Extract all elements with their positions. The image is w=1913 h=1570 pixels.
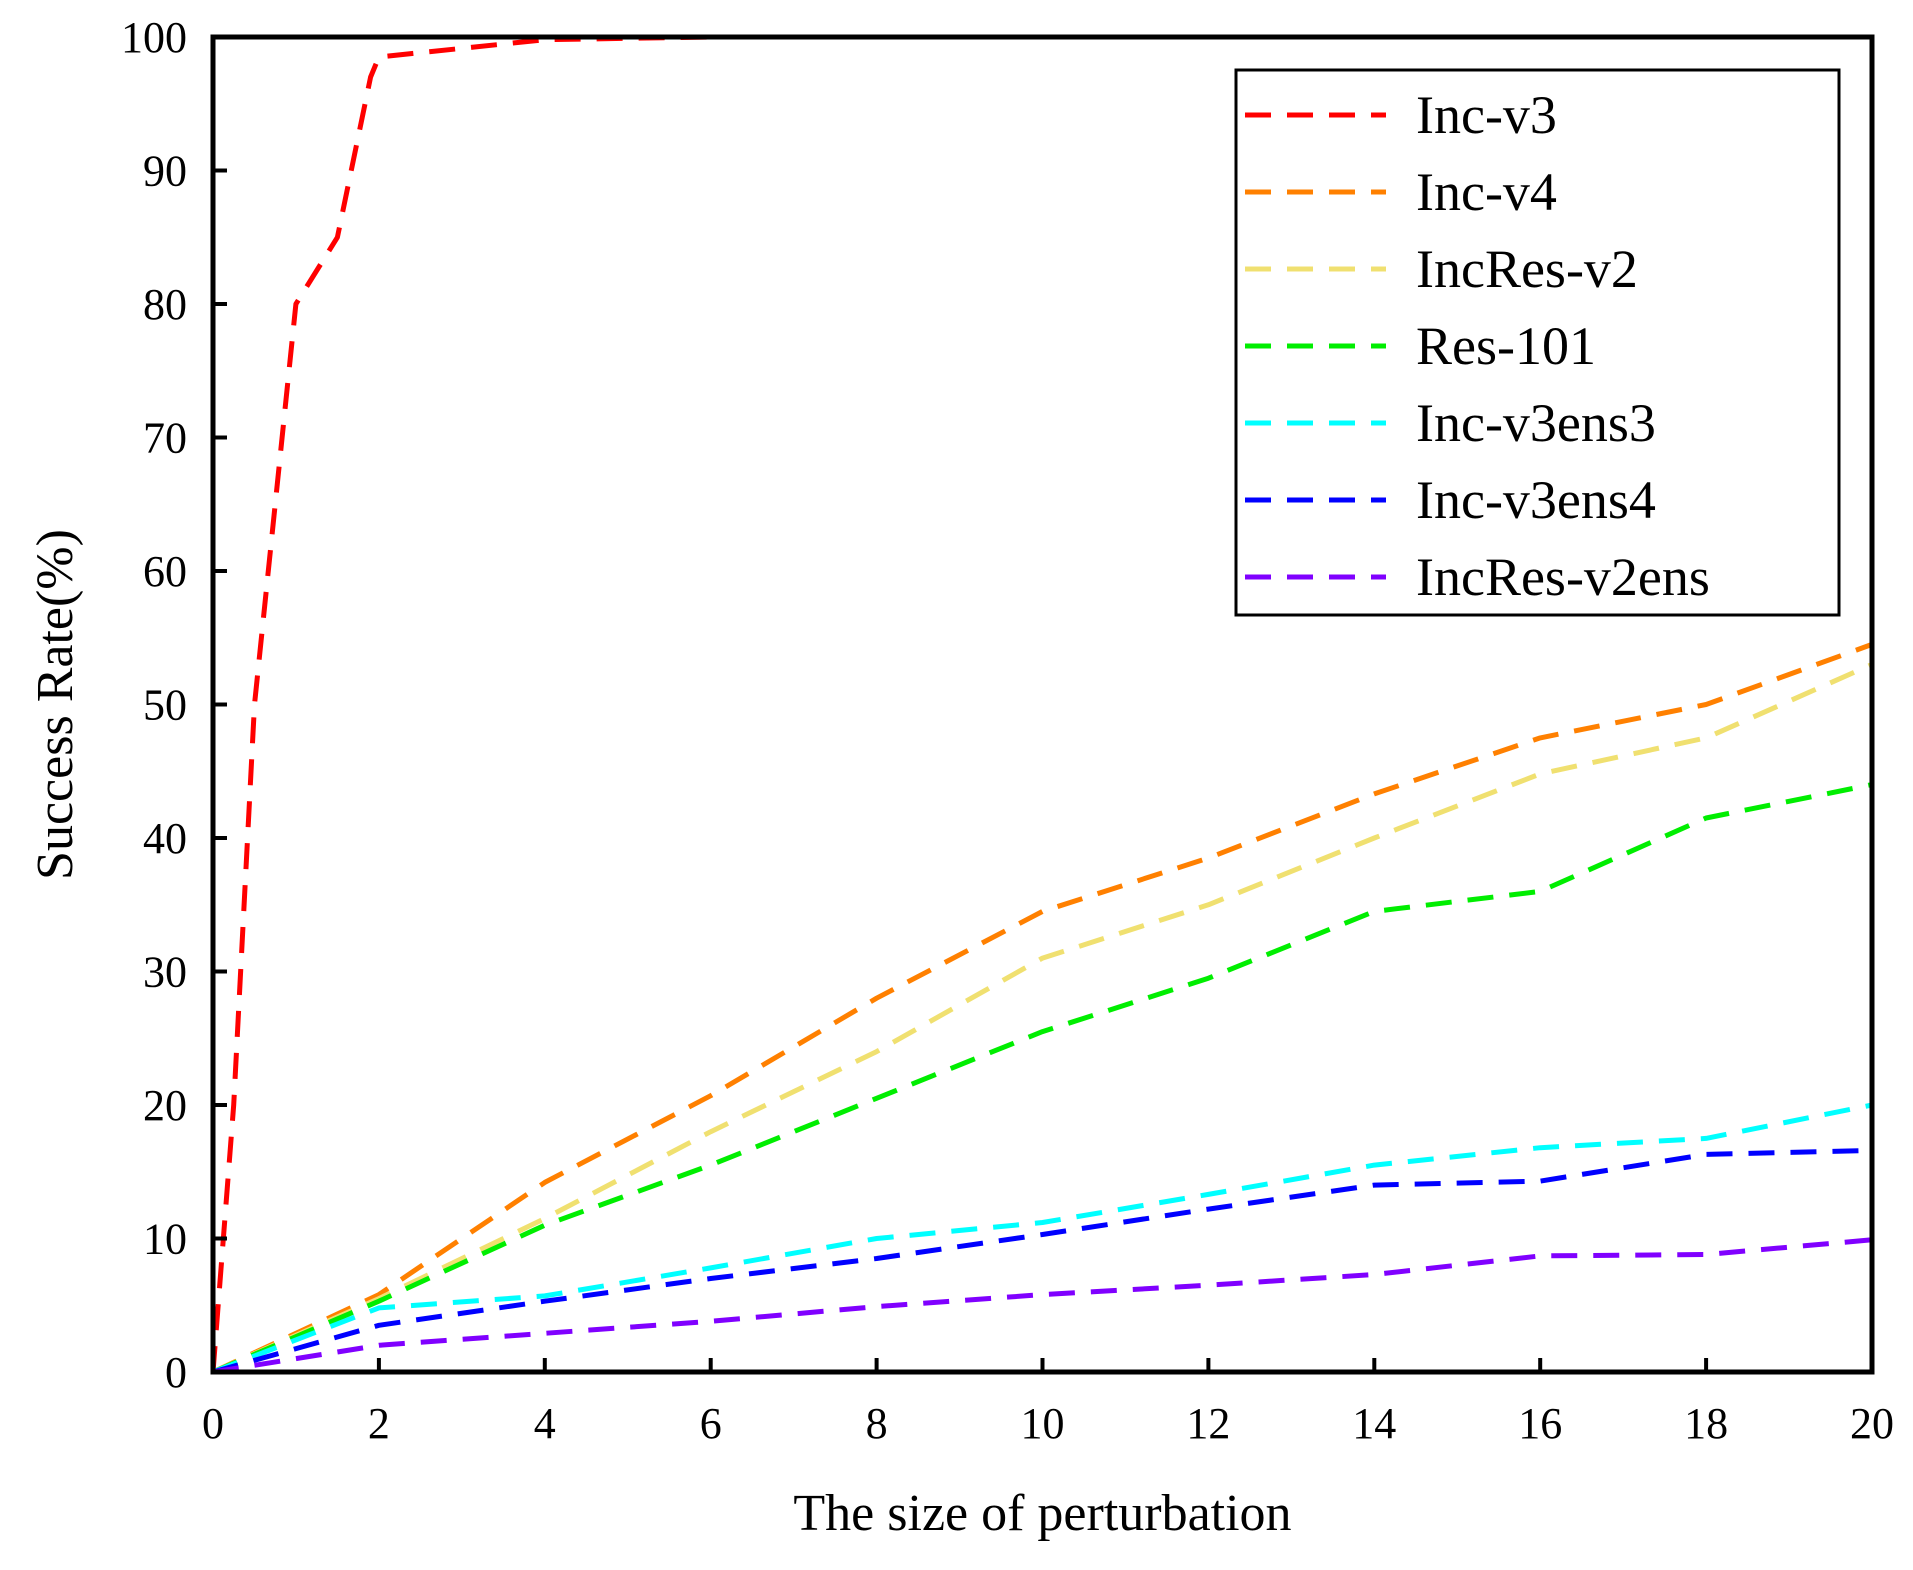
legend-label: IncRes-v2ens xyxy=(1416,547,1710,607)
x-axis-title: The size of perturbation xyxy=(793,1485,1291,1542)
y-tick-label: 90 xyxy=(143,147,187,196)
y-tick-label: 0 xyxy=(165,1348,187,1397)
x-tick-label: 14 xyxy=(1352,1399,1396,1448)
y-tick-label: 20 xyxy=(143,1081,187,1130)
series-line-inc-v3ens4 xyxy=(212,1147,1873,1375)
y-tick-label: 100 xyxy=(121,13,187,62)
legend-label: Inc-v3ens4 xyxy=(1416,470,1656,530)
y-tick-label: 70 xyxy=(143,414,187,463)
x-tick-label: 16 xyxy=(1518,1399,1562,1448)
x-tick-label: 18 xyxy=(1684,1399,1728,1448)
legend-label: Inc-v3ens3 xyxy=(1416,393,1656,453)
x-tick-label: 20 xyxy=(1850,1399,1894,1448)
tick-layer: 0 2 4 6 8 10 12 14 16 18 20 0 10 20 30 40 50 60 70 80 90 100 xyxy=(121,13,1894,1448)
series-line-incres-v2ens xyxy=(212,1237,1873,1375)
x-tick-label: 2 xyxy=(368,1399,390,1448)
series-line-incres-v2 xyxy=(211,662,1874,1375)
y-tick-label: 80 xyxy=(143,280,187,329)
legend-label: IncRes-v2 xyxy=(1416,239,1638,299)
y-tick-label: 30 xyxy=(143,948,187,997)
legend-label: Inc-v4 xyxy=(1416,162,1557,222)
x-tick-label: 6 xyxy=(700,1399,722,1448)
y-tick-label: 40 xyxy=(143,814,187,863)
y-tick-label: 60 xyxy=(143,547,187,596)
legend-label: Inc-v3 xyxy=(1416,85,1557,145)
legend-label: Res-101 xyxy=(1416,316,1596,376)
legend: Inc-v3 Inc-v4 IncRes-v2 Res-101 Inc-v3ens3 In… xyxy=(1234,68,1841,617)
y-axis-title: Success Rate(%) xyxy=(27,529,84,880)
x-tick-label: 0 xyxy=(202,1399,224,1448)
x-tick-label: 8 xyxy=(866,1399,888,1448)
x-tick-label: 12 xyxy=(1186,1399,1230,1448)
series-line-res-101 xyxy=(212,782,1873,1375)
legend-box xyxy=(1234,68,1841,617)
series-line-inc-v3ens3 xyxy=(212,1102,1873,1375)
y-tick-label: 10 xyxy=(143,1215,187,1264)
series-line-inc-v4 xyxy=(211,642,1873,1375)
x-tick-label: 4 xyxy=(534,1399,556,1448)
x-tick-label: 10 xyxy=(1021,1399,1065,1448)
y-tick-label: 50 xyxy=(143,681,187,730)
